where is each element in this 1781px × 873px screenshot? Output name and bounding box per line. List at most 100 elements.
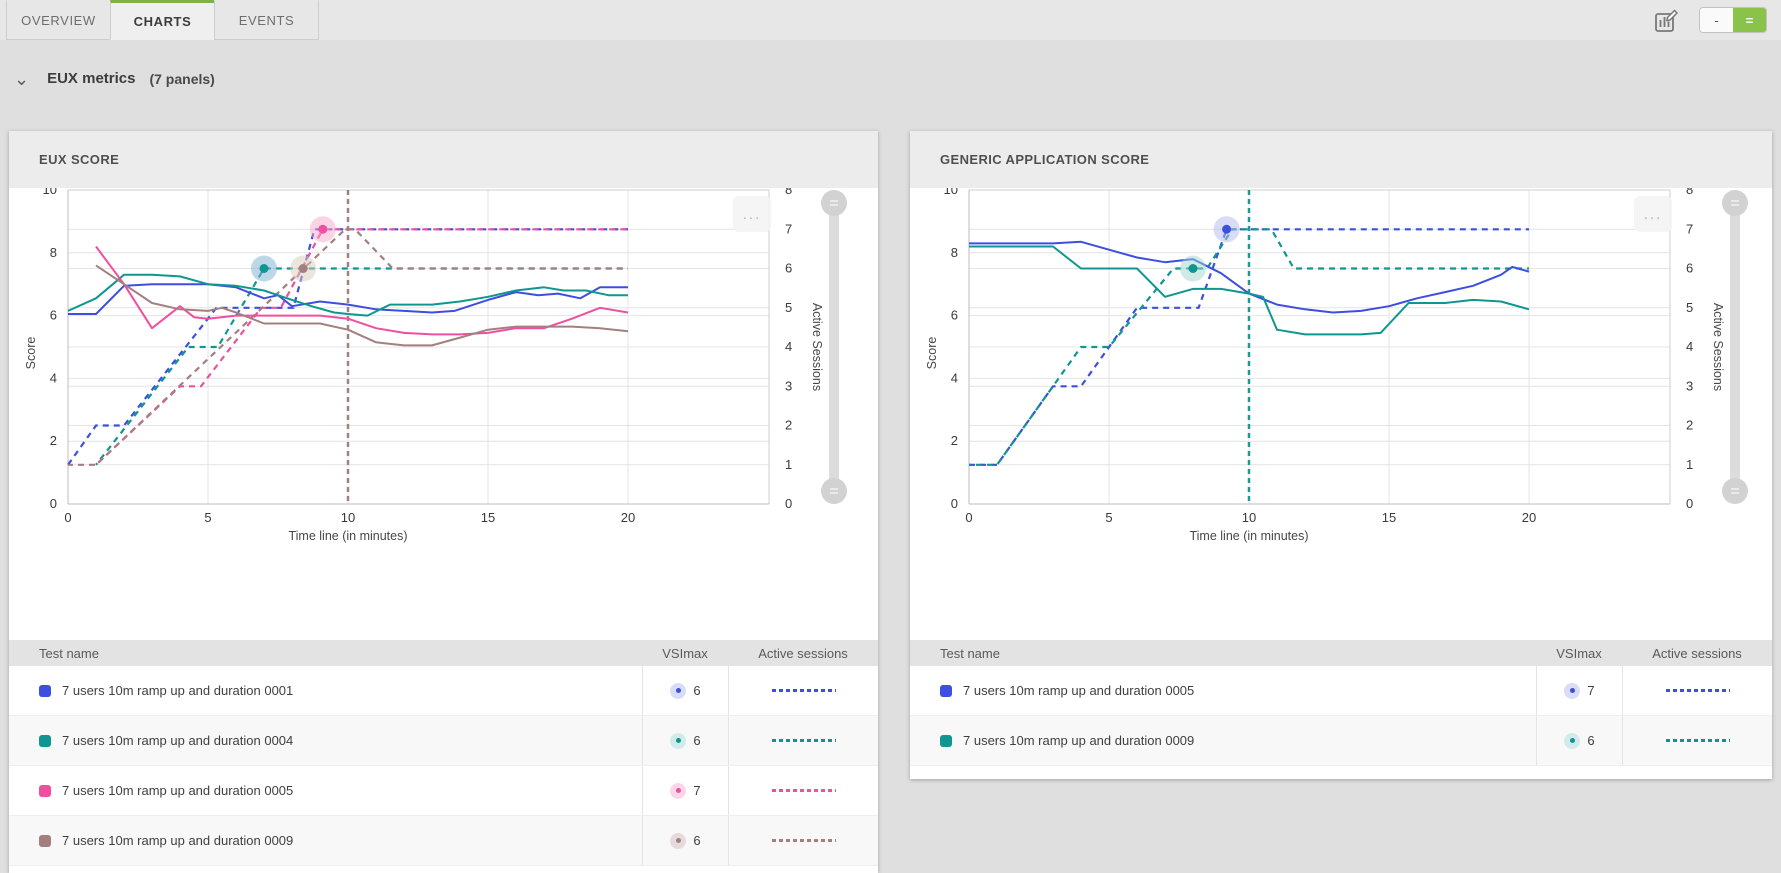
svg-text:1: 1	[785, 457, 792, 472]
svg-text:5: 5	[1105, 510, 1112, 525]
y2-axis-title: Active Sessions	[1711, 303, 1725, 391]
test-name: 7 users 10m ramp up and duration 0005	[963, 683, 1195, 698]
tab-charts[interactable]: CHARTS	[110, 0, 215, 40]
svg-text:8: 8	[951, 245, 958, 260]
svg-text:4: 4	[50, 370, 57, 385]
active-sessions-dash	[1665, 689, 1730, 692]
active-sessions-dash	[771, 739, 836, 742]
layout-toggle: - =	[1699, 7, 1767, 33]
svg-text:0: 0	[50, 496, 57, 511]
slider-handle[interactable]	[1722, 478, 1748, 504]
table-row[interactable]: 7 users 10m ramp up and duration 0004 6	[9, 716, 878, 766]
svg-text:0: 0	[1686, 496, 1693, 511]
tab-events[interactable]: EVENTS	[214, 0, 319, 40]
table-row[interactable]: 7 users 10m ramp up and duration 0001 6	[9, 666, 878, 716]
top-tab-bar: OVERVIEW CHARTS EVENTS	[0, 0, 1781, 40]
layout-single-column-button[interactable]: -	[1700, 8, 1733, 32]
eux-score-chart-canvas: 0 2 4 6 8 10 0 1 2 3 4 5 6 7 8 0 5 10 15 20 Score Time line (…	[24, 188, 847, 543]
test-name: 7 users 10m ramp up and duration 0004	[62, 733, 294, 748]
session-line	[67, 228, 628, 466]
active-sessions-dash	[771, 689, 836, 692]
slider-handle[interactable]	[821, 478, 847, 504]
vsimax-value: 6	[1587, 733, 1595, 748]
col-active-sessions: Active sessions	[758, 645, 848, 661]
vsimax-badge	[670, 732, 687, 749]
score-line	[67, 273, 628, 317]
chart-menu-button[interactable]: ...	[1634, 196, 1672, 232]
svg-text:4: 4	[951, 370, 958, 385]
table-row[interactable]: 7 users 10m ramp up and duration 0009 6	[9, 816, 878, 866]
vsimax-marker-dot	[318, 224, 328, 234]
vsimax-marker-dot	[259, 264, 269, 273]
y2-axis-title: Active Sessions	[810, 303, 824, 391]
vsimax-badge	[670, 832, 687, 849]
svg-text:20: 20	[1522, 510, 1536, 525]
series-color-chip	[940, 734, 952, 747]
session-lines	[67, 228, 628, 466]
vsimax-badge	[670, 782, 687, 799]
vsimax-badge	[670, 682, 687, 699]
section-header: ⌄ EUX metrics (7 panels)	[10, 68, 215, 89]
session-line	[68, 228, 628, 466]
slider-handle[interactable]	[821, 190, 847, 216]
eux-score-chart-area: 0 2 4 6 8 10 0 1 2 3 4 5 6 7 8 0 5 10 15 20 Score Time line (…	[9, 188, 878, 640]
table-header-row: Test name VSImax Active sessions	[910, 640, 1772, 666]
active-sessions-dash	[771, 839, 836, 842]
gridlines	[968, 189, 1671, 505]
svg-text:0: 0	[965, 510, 972, 525]
svg-text:15: 15	[481, 510, 495, 525]
svg-text:10: 10	[43, 188, 57, 197]
series-color-chip	[39, 784, 51, 797]
col-test-name: Test name	[940, 645, 1000, 661]
table-header-row: Test name VSImax Active sessions	[9, 640, 878, 666]
table-row[interactable]: 7 users 10m ramp up and duration 0005 7	[9, 766, 878, 816]
score-lines	[67, 245, 629, 347]
panel-eux-score: EUX SCORE 0 2 4 6 8 10 0 1 2 3 4 5 6 7 8 0 5 10 15 20 Score T…	[9, 131, 878, 873]
score-line	[969, 245, 1530, 336]
series-color-chip	[39, 684, 51, 697]
svg-text:5: 5	[1686, 300, 1693, 315]
y-axis-title: Score	[24, 337, 38, 370]
section-panel-count: (7 panels)	[149, 70, 215, 87]
slider-handle[interactable]	[1722, 190, 1748, 216]
vsimax-badge	[1564, 682, 1581, 699]
x-axis-title: Time line (in minutes)	[288, 529, 407, 543]
layout-two-column-button[interactable]: =	[1733, 8, 1766, 32]
svg-text:8: 8	[785, 188, 792, 197]
score-line	[68, 283, 628, 315]
tab-overview[interactable]: OVERVIEW	[6, 0, 111, 40]
test-name: 7 users 10m ramp up and duration 0009	[62, 833, 294, 848]
col-test-name: Test name	[39, 645, 99, 661]
vsimax-badge	[1564, 732, 1581, 749]
svg-text:7: 7	[785, 221, 792, 236]
svg-text:6: 6	[951, 308, 958, 323]
svg-text:6: 6	[785, 261, 792, 276]
svg-text:0: 0	[951, 496, 958, 511]
svg-text:2: 2	[951, 433, 958, 448]
svg-text:0: 0	[785, 496, 792, 511]
svg-text:6: 6	[1686, 261, 1693, 276]
y-range-slider[interactable]	[1722, 190, 1748, 504]
svg-text:4: 4	[1686, 339, 1693, 354]
col-vsimax: VSImax	[1556, 645, 1602, 661]
page-title: EUX SCORE	[39, 152, 120, 167]
page-title: GENERIC APPLICATION SCORE	[940, 152, 1150, 167]
chevron-down-icon[interactable]: ⌄	[14, 68, 30, 89]
vsimax-value: 7	[1587, 683, 1595, 698]
svg-text:7: 7	[1686, 221, 1693, 236]
chart-menu-button[interactable]: ...	[733, 196, 771, 232]
vsimax-value: 7	[693, 783, 701, 798]
svg-text:3: 3	[1686, 378, 1693, 393]
y-range-slider[interactable]	[821, 190, 847, 504]
panel-generic-application-score-title: GENERIC APPLICATION SCORE	[910, 131, 1772, 188]
table-row[interactable]: 7 users 10m ramp up and duration 0005 7	[910, 666, 1772, 716]
vsimax-markers	[251, 216, 336, 282]
svg-text:5: 5	[204, 510, 211, 525]
svg-text:10: 10	[341, 510, 355, 525]
svg-text:10: 10	[1242, 510, 1256, 525]
table-row[interactable]: 7 users 10m ramp up and duration 0009 6	[910, 716, 1772, 766]
session-line	[95, 267, 628, 466]
vsimax-marker-dot	[298, 264, 308, 273]
chart-edit-icon[interactable]	[1652, 7, 1680, 35]
svg-text:2: 2	[785, 418, 792, 433]
